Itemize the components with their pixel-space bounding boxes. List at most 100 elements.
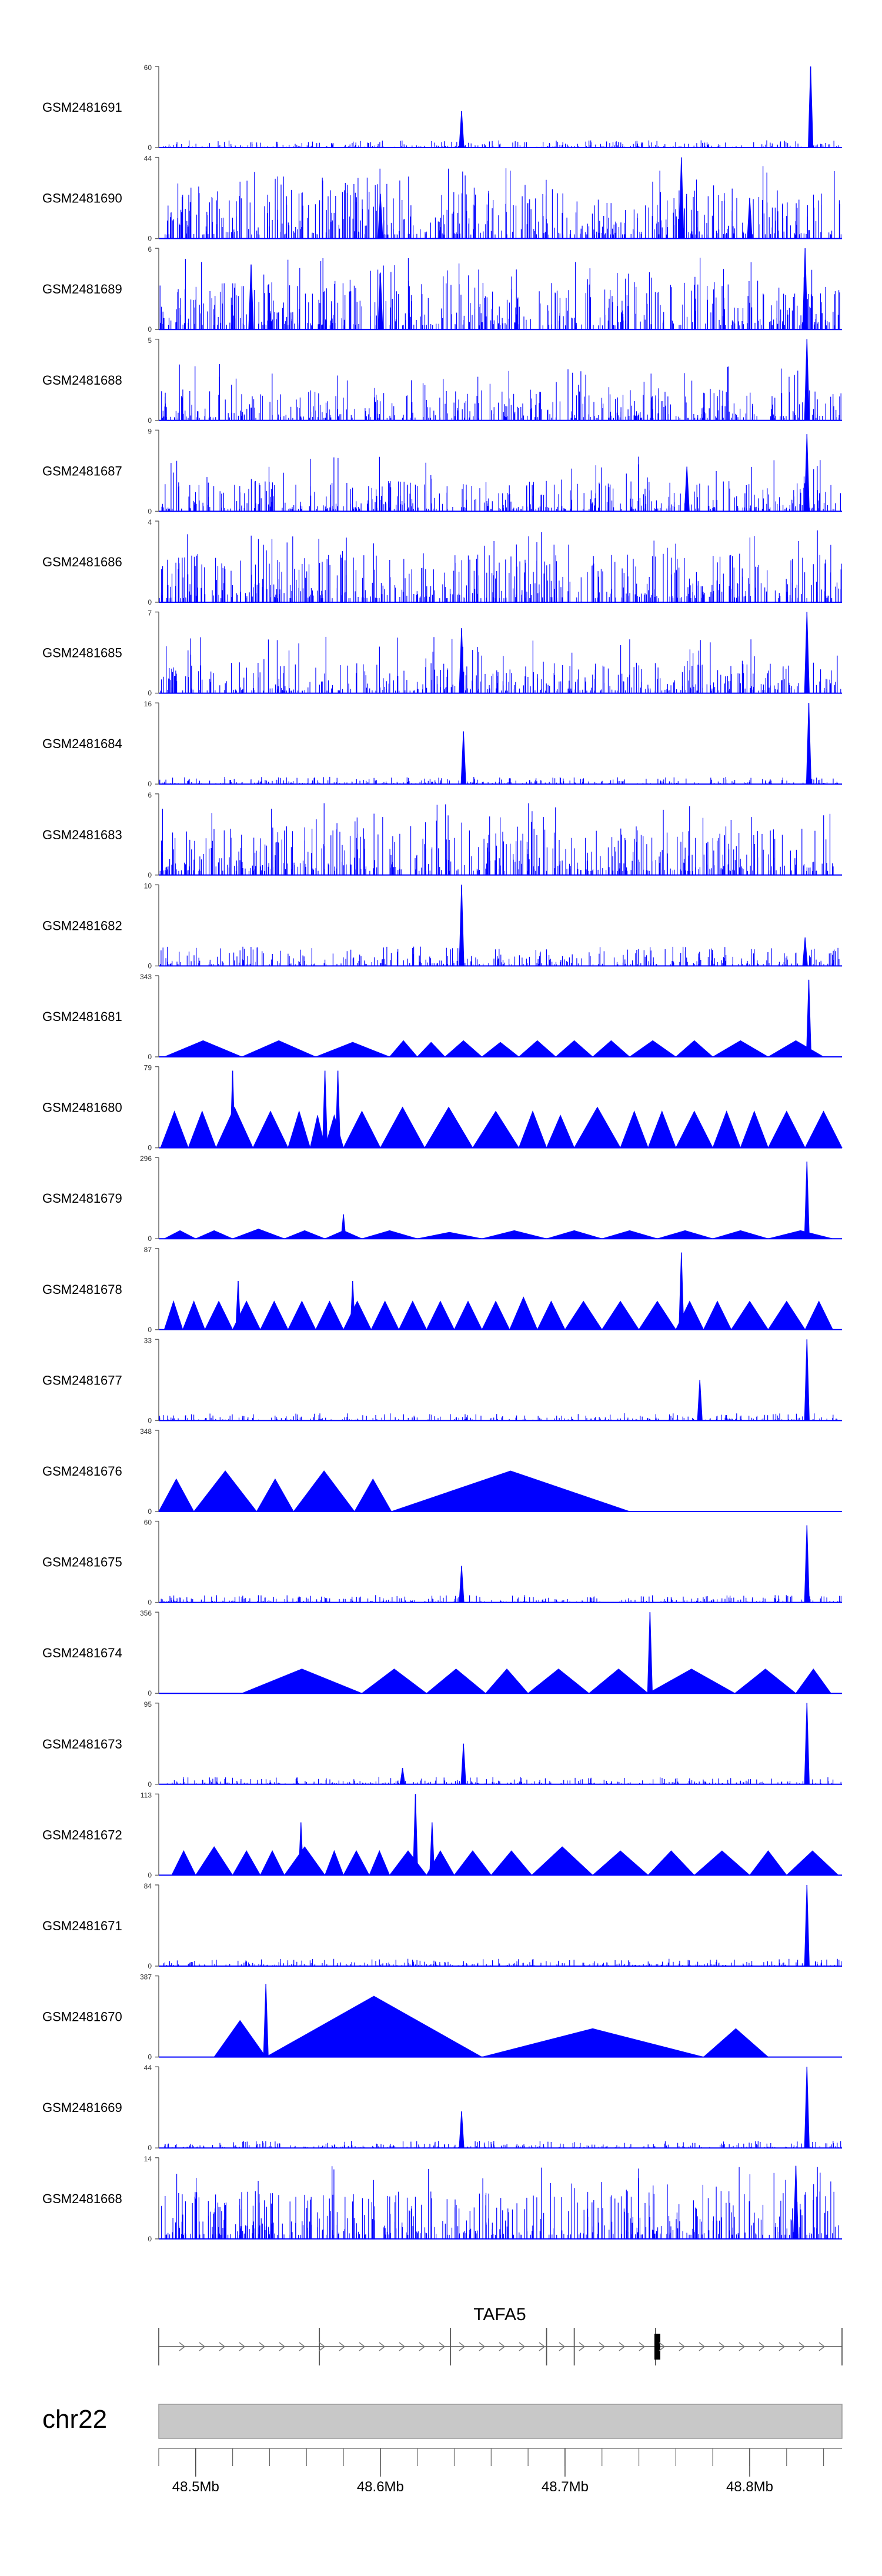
signal-triangle bbox=[343, 1300, 372, 1330]
signal-triangle bbox=[163, 1300, 183, 1330]
track-GSM2481687: GSM2481687 9 0 bbox=[42, 427, 842, 515]
strand-arrow bbox=[779, 2342, 786, 2351]
y-max-label: 9 bbox=[148, 427, 152, 435]
signal-triangle bbox=[767, 1300, 806, 1330]
strand-arrow bbox=[459, 2342, 466, 2351]
track-GSM2481674: GSM2481674 356 0 bbox=[42, 1609, 842, 1697]
signal-triangle bbox=[638, 1300, 677, 1330]
signal-triangle bbox=[620, 1110, 649, 1149]
track-name-label: GSM2481684 bbox=[42, 736, 122, 751]
signal-bars bbox=[160, 946, 840, 966]
signal-bars bbox=[161, 1595, 841, 1603]
signal-triangle bbox=[546, 1230, 602, 1239]
signal-triangle bbox=[490, 1850, 533, 1876]
strand-arrow bbox=[339, 2342, 346, 2351]
gene-coding-exon bbox=[654, 2334, 660, 2360]
strand-arrow bbox=[399, 2342, 406, 2351]
signal-bars bbox=[159, 530, 842, 602]
signal-triangle bbox=[389, 1850, 427, 1876]
signal-triangle bbox=[256, 1478, 295, 1512]
signal-triangle bbox=[472, 1110, 520, 1149]
signal-triangle bbox=[315, 1042, 390, 1057]
strand-arrow bbox=[479, 2342, 486, 2351]
signal-triangle bbox=[675, 1110, 714, 1149]
signal-triangle bbox=[647, 1850, 695, 1876]
signal-triangle bbox=[657, 1230, 713, 1239]
track-name-label: GSM2481669 bbox=[42, 2100, 122, 2115]
track-GSM2481688: GSM2481688 5 0 bbox=[42, 336, 842, 425]
signal-triangle bbox=[389, 1040, 418, 1057]
chromosome-axis: chr22 48.5Mb 48.6Mb 48.7Mb 48.8Mb bbox=[42, 2404, 843, 2495]
track-name-label: GSM2481690 bbox=[42, 191, 122, 206]
track-name-label: GSM2481683 bbox=[42, 827, 122, 842]
track-GSM2481669: GSM2481669 44 0 bbox=[42, 2064, 842, 2152]
strand-arrow bbox=[539, 2342, 546, 2351]
signal-triangle bbox=[160, 1110, 189, 1149]
signal-triangle bbox=[592, 1040, 631, 1057]
strand-arrow bbox=[259, 2342, 266, 2351]
y-max-label: 44 bbox=[144, 155, 152, 163]
signal-triangle bbox=[518, 1040, 557, 1057]
signal-triangle bbox=[730, 1300, 769, 1330]
signal-triangle bbox=[573, 1106, 621, 1149]
signal-triangle bbox=[703, 1300, 732, 1330]
signal-triangle bbox=[509, 1296, 538, 1330]
y-max-label: 10 bbox=[144, 882, 152, 890]
y-max-label: 296 bbox=[140, 1154, 152, 1163]
track-GSM2481690: GSM2481690 44 0 bbox=[42, 155, 842, 243]
signal-triangle bbox=[740, 1110, 769, 1149]
strand-arrow bbox=[199, 2342, 206, 2351]
track-name-label: GSM2481689 bbox=[42, 282, 122, 296]
signal-triangle bbox=[309, 1115, 326, 1149]
y-max-label: 60 bbox=[144, 64, 152, 72]
track-name-label: GSM2481677 bbox=[42, 1373, 122, 1387]
signal-triangle bbox=[703, 2028, 769, 2058]
signal-triangle bbox=[426, 1669, 487, 1694]
signal-bars bbox=[159, 803, 834, 875]
signal-triangle bbox=[767, 1110, 806, 1149]
signal-bars bbox=[160, 636, 841, 693]
signal-triangle bbox=[182, 1300, 206, 1330]
track-GSM2481686: GSM2481686 4 0 bbox=[42, 518, 842, 606]
signal-triangle bbox=[213, 2020, 267, 2058]
signal-triangle bbox=[481, 1042, 520, 1057]
signal-triangle bbox=[601, 1300, 640, 1330]
y-max-label: 356 bbox=[140, 1609, 152, 1617]
strand-arrow bbox=[419, 2342, 426, 2351]
track-name-label: GSM2481668 bbox=[42, 2191, 122, 2206]
signal-triangle bbox=[592, 1850, 649, 1876]
y-min-label: 0 bbox=[148, 1144, 152, 1152]
y-min-label: 0 bbox=[148, 689, 152, 698]
strand-arrow bbox=[519, 2342, 526, 2351]
chromosome-bar bbox=[158, 2404, 843, 2439]
signal-triangle bbox=[453, 1850, 492, 1876]
axis-tick-label: 48.7Mb bbox=[542, 2479, 589, 2495]
signal-triangle bbox=[204, 1300, 233, 1330]
y-max-label: 60 bbox=[144, 1519, 152, 1527]
strand-arrow bbox=[299, 2342, 306, 2351]
signal-triangle bbox=[193, 1470, 258, 1512]
signal-bars bbox=[163, 1958, 842, 1966]
track-GSM2481684: GSM2481684 16 0 bbox=[42, 700, 842, 788]
axis-tick-label: 48.5Mb bbox=[172, 2479, 219, 2495]
y-min-label: 0 bbox=[148, 1053, 152, 1061]
y-min-label: 0 bbox=[148, 1507, 152, 1516]
y-max-label: 84 bbox=[144, 1882, 152, 1890]
track-GSM2481671: GSM2481671 84 0 bbox=[42, 1882, 842, 1970]
signal-triangle bbox=[362, 1230, 417, 1239]
track-name-label: GSM2481687 bbox=[42, 463, 122, 478]
signal-triangle bbox=[265, 1996, 483, 2058]
track-GSM2481682: GSM2481682 10 0 bbox=[42, 882, 842, 970]
signal-triangle bbox=[354, 1478, 392, 1512]
y-max-label: 113 bbox=[141, 1791, 152, 1799]
strand-arrow bbox=[679, 2342, 686, 2351]
track-name-label: GSM2481686 bbox=[42, 555, 122, 569]
y-min-label: 0 bbox=[148, 1689, 152, 1697]
strand-arrow bbox=[818, 2342, 826, 2351]
track-GSM2481685: GSM2481685 7 0 bbox=[42, 609, 842, 698]
track-name-label: GSM2481671 bbox=[42, 1918, 122, 1933]
track-name-label: GSM2481675 bbox=[42, 1555, 122, 1570]
signal-triangle bbox=[734, 1669, 797, 1694]
track-name-label: GSM2481691 bbox=[42, 100, 122, 115]
track-name-label: GSM2481681 bbox=[42, 1009, 122, 1024]
